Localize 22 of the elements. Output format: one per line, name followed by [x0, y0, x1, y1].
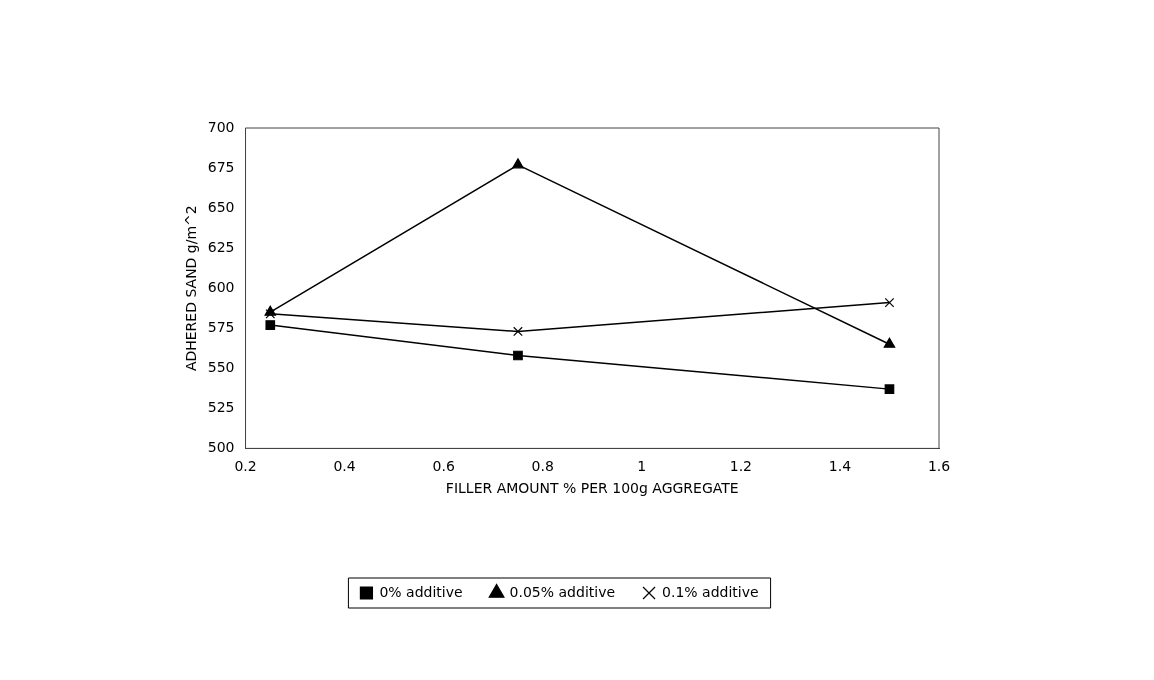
y-tick-label: 675	[207, 158, 235, 175]
x-tick-label: 0.4	[333, 458, 356, 475]
x-tick-label: 0.2	[234, 458, 257, 475]
y-tick-label: 625	[207, 238, 235, 255]
y-tick-label: 500	[207, 439, 235, 456]
x-tick-label: 1.2	[729, 458, 752, 475]
y-tick-label: 550	[207, 358, 235, 375]
y-tick-label: 525	[207, 398, 235, 415]
y-tick-label: 600	[207, 278, 235, 295]
x-tick-label: 1.6	[927, 458, 951, 475]
legend-label: 0% additive	[379, 583, 463, 600]
y-tick-label: 575	[207, 318, 235, 335]
x-tick-label: 0.6	[432, 458, 455, 475]
y-tick-label: 650	[207, 198, 235, 215]
x-tick-label: 0.8	[531, 458, 554, 475]
legend-label: 0.1% additive	[662, 583, 759, 600]
x-tick-label: 1	[637, 458, 647, 475]
legend-label: 0.05% additive	[509, 583, 616, 600]
x-tick-label: 1.4	[828, 458, 852, 475]
y-tick-label: 700	[207, 118, 235, 135]
y-axis-title: ADHERED SAND g/m^2	[183, 205, 200, 372]
x-axis-title: FILLER AMOUNT % PER 100g AGGREGATE	[445, 480, 739, 497]
